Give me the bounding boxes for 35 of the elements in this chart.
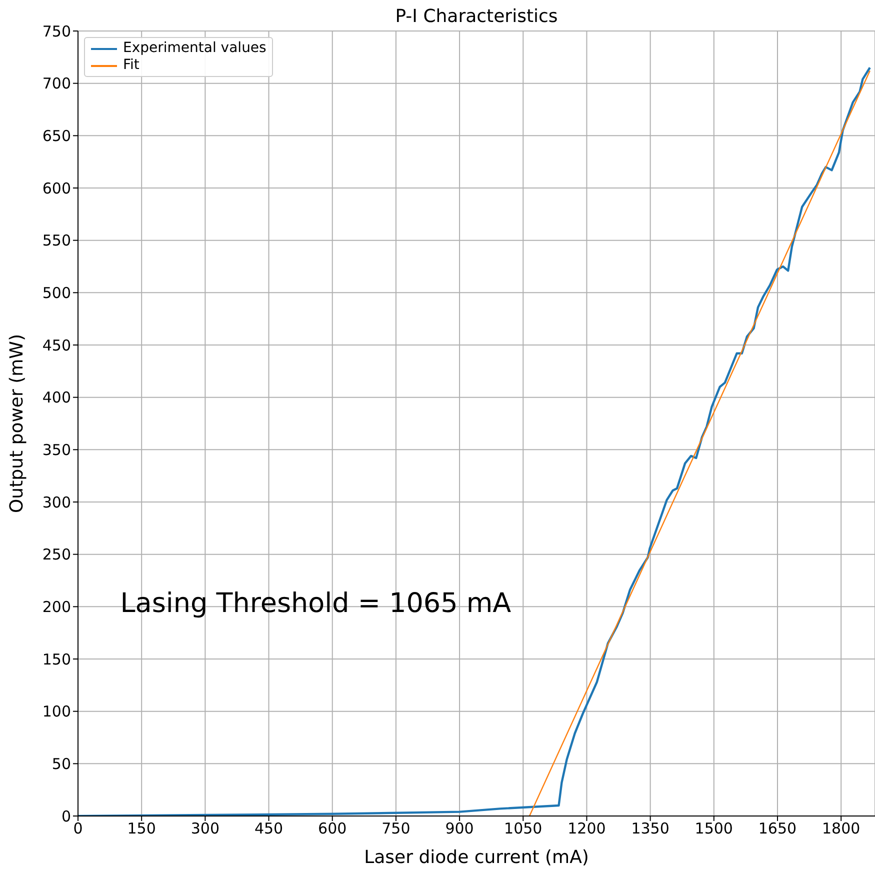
y-axis-title: Output power (mW): [6, 334, 28, 513]
x-tick-label: 1350: [631, 820, 670, 838]
x-tick-label: 150: [127, 820, 156, 838]
y-tick-label: 450: [42, 336, 71, 354]
x-tick-label: 1500: [694, 820, 733, 838]
y-tick-label: 650: [42, 126, 71, 145]
x-tick-label: 0: [73, 820, 83, 838]
y-tick-label: 0: [61, 807, 71, 826]
x-tick-label: 600: [318, 820, 347, 838]
y-tick-label: 200: [42, 598, 71, 616]
x-tick-label: 1650: [758, 820, 797, 838]
y-tick-label: 700: [42, 74, 71, 93]
y-tick-label: 150: [42, 650, 71, 668]
annotation: Lasing Threshold = 1065 mA: [120, 588, 512, 620]
x-tick-label: 1050: [504, 820, 542, 838]
y-tick-label: 250: [42, 546, 71, 564]
y-tick-label: 300: [42, 493, 71, 512]
y-tick-label: 50: [52, 754, 71, 773]
x-tick-label: 900: [445, 820, 474, 838]
x-tick-label: 1200: [568, 820, 606, 838]
x-tick-label: 300: [190, 820, 220, 838]
legend-label: Experimental values: [123, 40, 266, 57]
x-tick-label: 1800: [822, 820, 860, 838]
y-tick-label: 100: [42, 702, 71, 721]
y-tick-label: 600: [42, 179, 71, 198]
x-axis-title: Laser diode current (mA): [364, 847, 589, 868]
y-tick-label: 550: [42, 232, 71, 250]
chart-title: P-I Characteristics: [394, 6, 559, 27]
x-tick-label: 450: [254, 820, 284, 838]
x-tick-label: 750: [382, 820, 410, 838]
y-tick-label: 750: [42, 22, 71, 40]
y-tick-label: 400: [42, 388, 71, 407]
legend-label: Fit: [123, 57, 140, 74]
y-tick-label: 350: [42, 440, 71, 459]
y-tick-label: 500: [42, 284, 71, 302]
